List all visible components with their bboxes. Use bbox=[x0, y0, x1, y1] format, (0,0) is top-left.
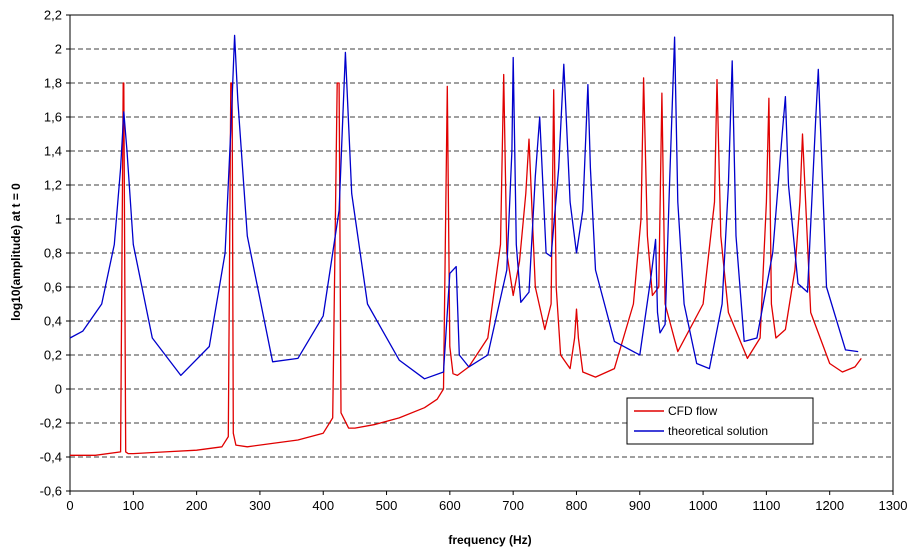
x-tick-label: 100 bbox=[122, 498, 144, 513]
series-line-cfd-flow bbox=[70, 73, 862, 456]
y-tick-label: -0,2 bbox=[40, 416, 62, 431]
x-tick-label: 1200 bbox=[815, 498, 844, 513]
x-tick-label: 200 bbox=[186, 498, 208, 513]
series-layer bbox=[69, 34, 862, 456]
y-tick-label: -0,4 bbox=[40, 450, 62, 465]
x-tick-label: 0 bbox=[66, 498, 73, 513]
x-tick-label: 700 bbox=[502, 498, 524, 513]
x-tick-label: 1000 bbox=[689, 498, 718, 513]
y-tick-label: 1,2 bbox=[44, 178, 62, 193]
x-tick-label: 600 bbox=[439, 498, 461, 513]
y-tick-label: 0,4 bbox=[44, 314, 62, 329]
y-tick-label: 0,6 bbox=[44, 280, 62, 295]
y-axis: 2,2 2 1,8 1,6 1,4 1,2 1 0,8 0,6 0,4 0,2 0 -0,2 -0,4 -0… bbox=[40, 8, 70, 499]
x-axis: 0 100 200 300 400 500 600 700 800 900 1000 1100 1200… bbox=[66, 491, 907, 513]
y-tick-label: 1,4 bbox=[44, 144, 62, 159]
grid-lines bbox=[70, 48, 893, 458]
x-tick-label: 900 bbox=[629, 498, 651, 513]
x-tick-label: 1300 bbox=[879, 498, 908, 513]
x-tick-label: 500 bbox=[376, 498, 398, 513]
y-tick-label: 2 bbox=[55, 42, 62, 57]
x-tick-label: 800 bbox=[566, 498, 588, 513]
y-tick-label: 0 bbox=[55, 382, 62, 397]
legend-label-theory: theoretical solution bbox=[668, 424, 768, 438]
y-tick-label: 1,6 bbox=[44, 110, 62, 125]
legend: CFD flow theoretical solution bbox=[626, 397, 814, 445]
y-tick-label: 0,2 bbox=[44, 348, 62, 363]
y-axis-title: log10(amplitude) at t = 0 bbox=[9, 183, 23, 321]
x-tick-label: 300 bbox=[249, 498, 271, 513]
series-line-theoretical-solution bbox=[69, 34, 859, 380]
y-tick-label: 1,8 bbox=[44, 76, 62, 91]
legend-box bbox=[626, 397, 814, 445]
y-tick-label: 0,8 bbox=[44, 246, 62, 261]
y-tick-label: -0,6 bbox=[40, 484, 62, 499]
y-tick-label: 2,2 bbox=[44, 8, 62, 23]
x-tick-label: 1100 bbox=[752, 498, 780, 513]
x-tick-label: 400 bbox=[312, 498, 334, 513]
x-axis-title: frequency (Hz) bbox=[448, 533, 531, 547]
legend-label-cfd: CFD flow bbox=[668, 404, 718, 418]
y-tick-label: 1 bbox=[55, 212, 62, 227]
